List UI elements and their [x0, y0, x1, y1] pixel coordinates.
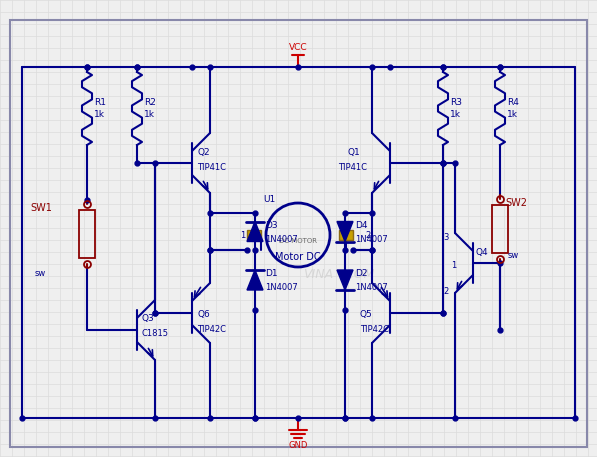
Text: TIP41C: TIP41C [338, 164, 367, 172]
Text: SW1: SW1 [30, 203, 52, 213]
Text: 1N4007: 1N4007 [355, 235, 387, 244]
Text: Q4: Q4 [476, 249, 488, 257]
Text: TIP42C: TIP42C [360, 324, 389, 334]
Text: .COM: .COM [341, 269, 375, 282]
Text: 1k: 1k [507, 110, 518, 119]
Text: 1N4007: 1N4007 [265, 283, 298, 292]
Bar [79, 210, 95, 258]
Text: SW2: SW2 [505, 198, 527, 208]
Bar [247, 230, 261, 240]
Text: sw: sw [35, 269, 46, 277]
Text: 2: 2 [365, 230, 370, 239]
Text: 1N4007: 1N4007 [265, 235, 298, 244]
Text: 1N4007: 1N4007 [355, 283, 387, 292]
Text: TIP42C: TIP42C [197, 324, 226, 334]
Bar [339, 230, 353, 240]
Text: DC MOTOR: DC MOTOR [279, 238, 317, 244]
Polygon shape [337, 222, 353, 241]
Text: Q5: Q5 [360, 310, 373, 319]
Text: Q1: Q1 [348, 149, 361, 158]
Text: 1k: 1k [450, 110, 461, 119]
Text: D3: D3 [265, 221, 278, 230]
Text: 1: 1 [240, 230, 245, 239]
Text: sw: sw [508, 250, 519, 260]
Text: R4: R4 [507, 98, 519, 107]
Text: 1k: 1k [94, 110, 105, 119]
Text: Motor DC: Motor DC [275, 252, 321, 262]
Text: 1: 1 [451, 260, 456, 270]
Text: R1: R1 [94, 98, 106, 107]
Text: D2: D2 [355, 270, 368, 278]
Text: VCC: VCC [289, 43, 307, 53]
Bar [492, 205, 508, 253]
Text: VINA: VINA [303, 269, 333, 282]
Text: C1815: C1815 [142, 329, 169, 339]
Text: 1k: 1k [144, 110, 155, 119]
Text: GND: GND [288, 441, 307, 451]
Text: Q6: Q6 [197, 310, 210, 319]
Text: Q3: Q3 [142, 314, 155, 323]
Text: 2: 2 [443, 287, 448, 296]
Text: U1: U1 [263, 196, 275, 204]
Polygon shape [337, 270, 353, 290]
Text: Q2: Q2 [197, 149, 210, 158]
Text: 3: 3 [443, 234, 448, 243]
Text: R3: R3 [450, 98, 462, 107]
Text: R2: R2 [144, 98, 156, 107]
Text: TIP41C: TIP41C [197, 164, 226, 172]
Text: D1: D1 [265, 270, 278, 278]
Polygon shape [247, 222, 263, 241]
Text: D4: D4 [355, 221, 368, 230]
Polygon shape [247, 270, 263, 290]
